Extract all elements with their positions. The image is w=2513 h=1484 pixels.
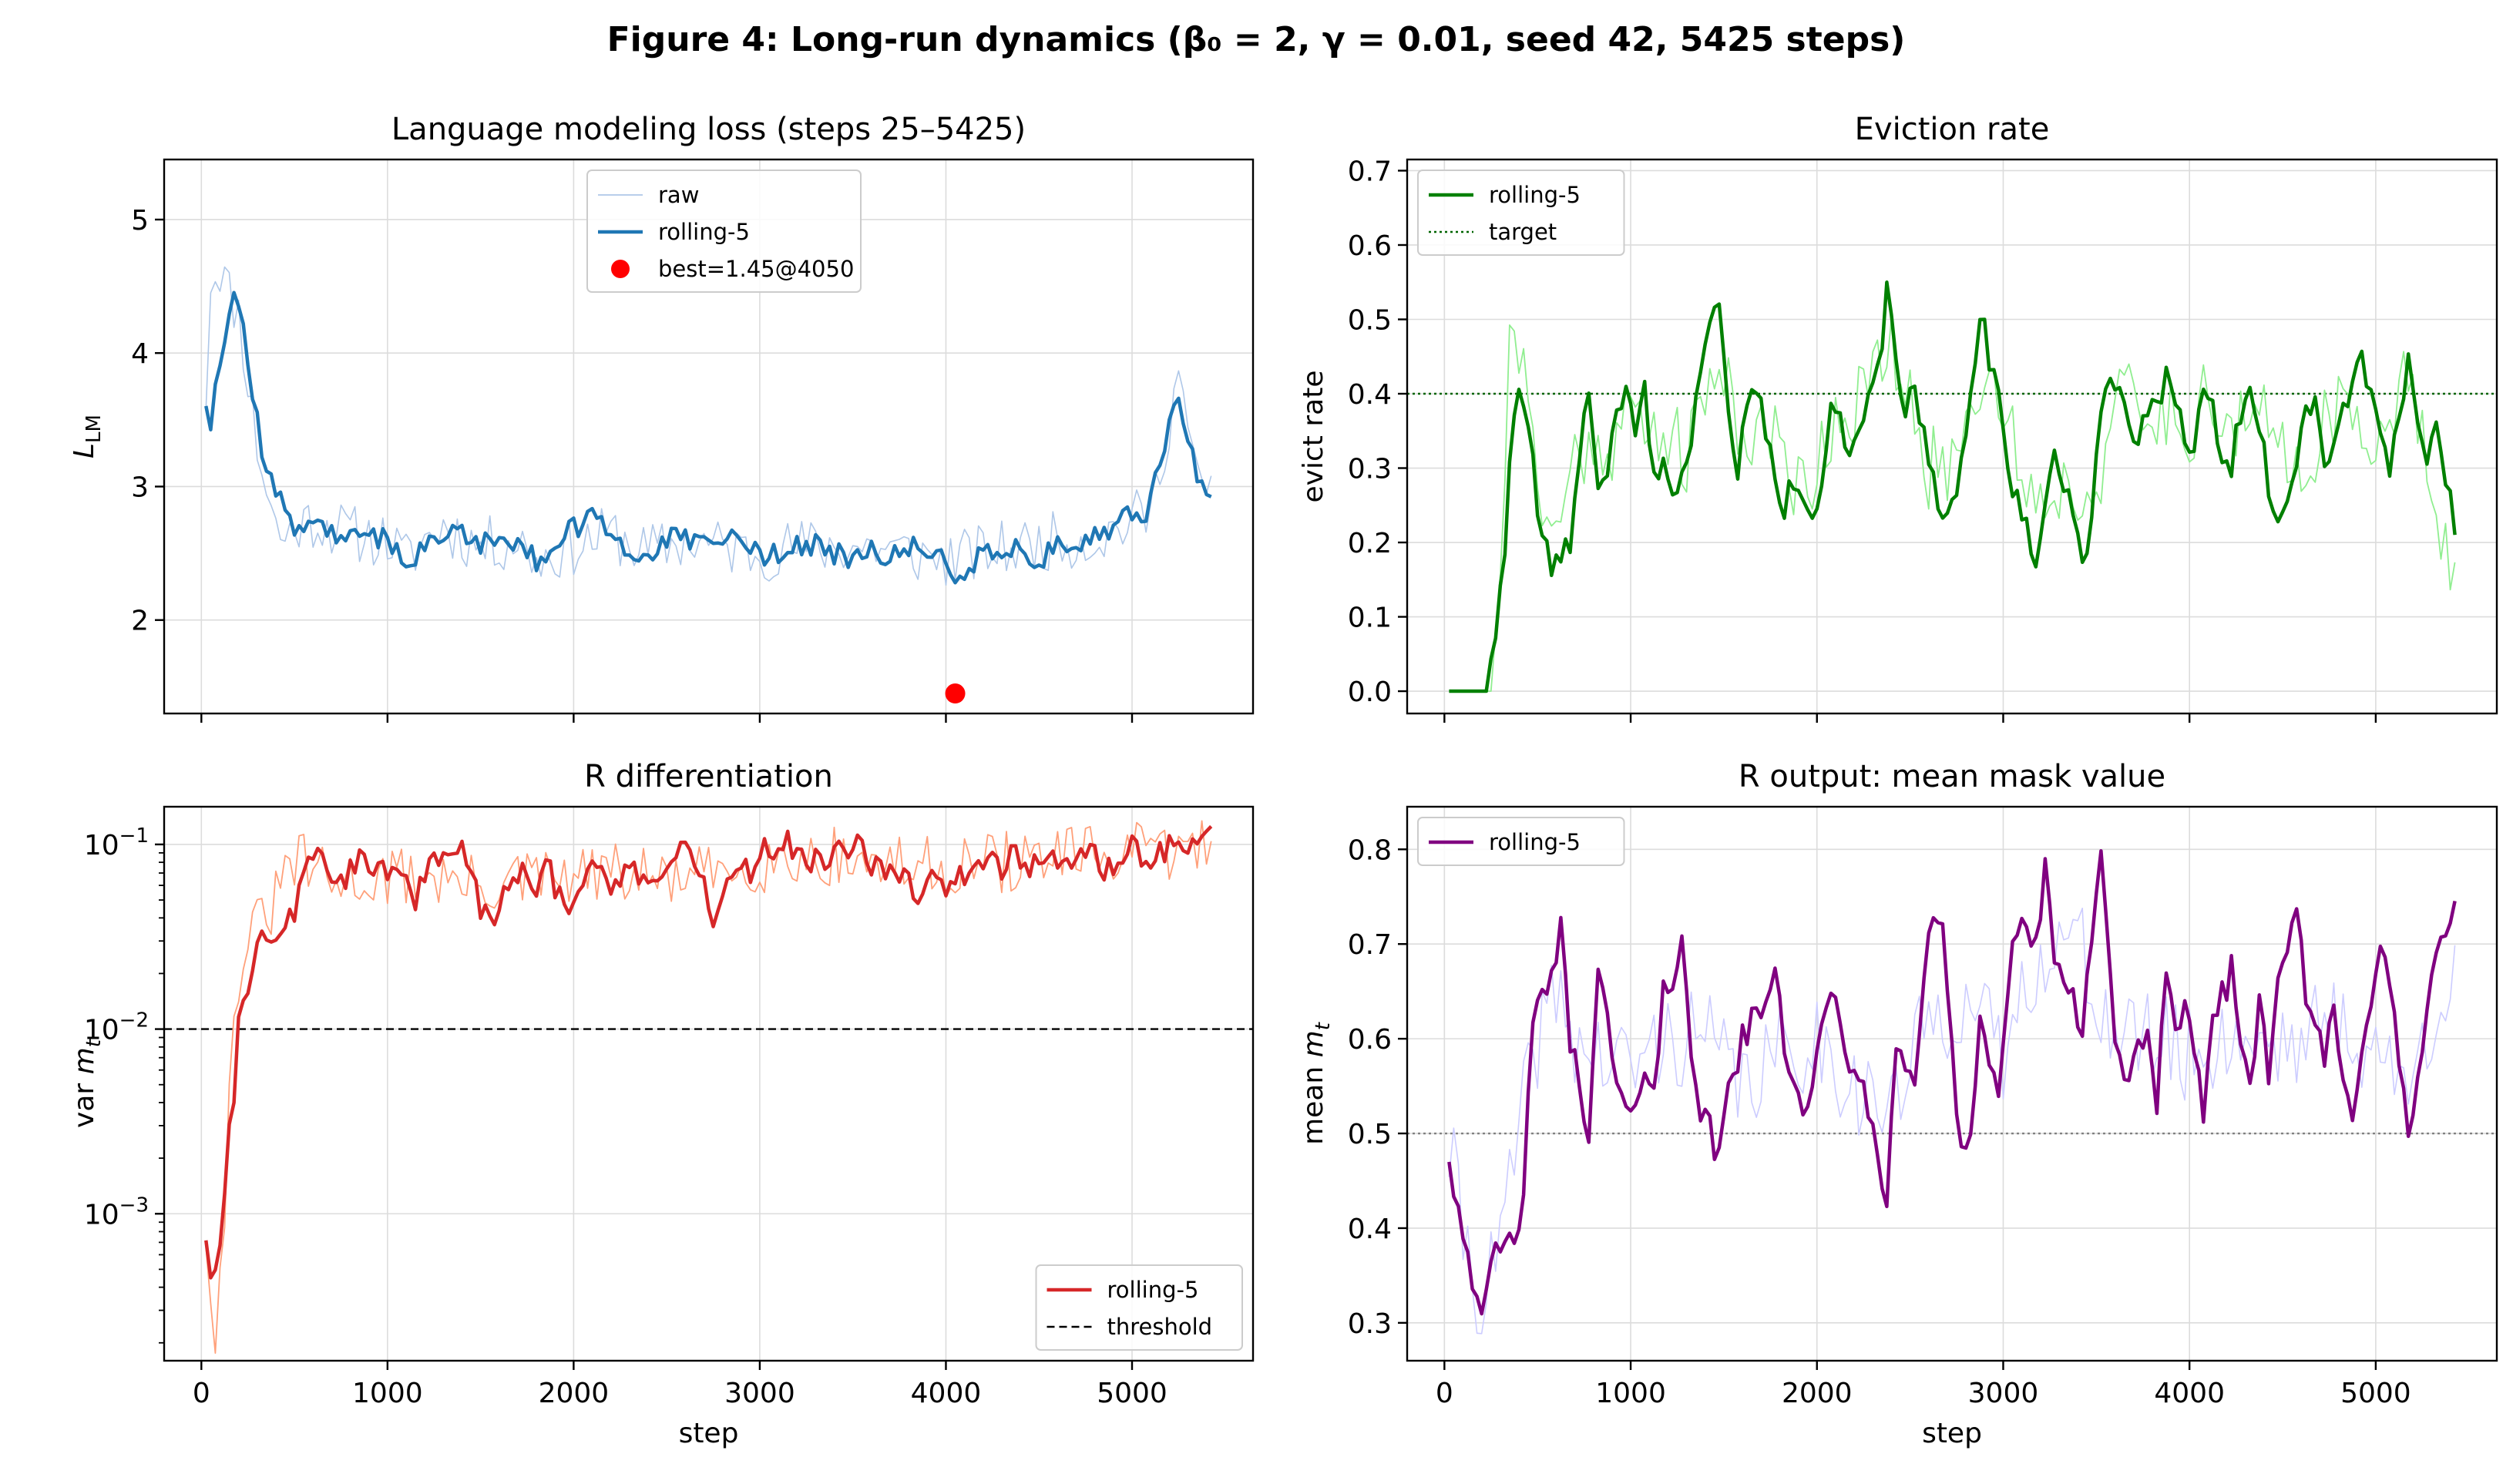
legend: rolling-5 threshold <box>1035 1264 1243 1351</box>
legend: rolling-5 target <box>1417 170 1625 256</box>
y-tick-label: 0.4 <box>1348 1214 1392 1245</box>
y-axis-label: evict rate <box>1298 371 1329 503</box>
y-tick-label: 10−3 <box>84 1194 149 1231</box>
legend-box <box>1035 1264 1243 1351</box>
y-tick-label: 4 <box>131 338 149 370</box>
series-group <box>204 266 1212 586</box>
legend-label: rolling-5 <box>658 219 750 245</box>
legend-box <box>586 170 862 293</box>
x-tick-label: 2000 <box>1782 1378 1853 1409</box>
y-tick-label: 0.5 <box>1348 1119 1392 1150</box>
x-tick-label: 5000 <box>1097 1378 1167 1409</box>
series-group <box>1449 280 2457 693</box>
panel-title: Language modeling loss (steps 25–5425) <box>391 112 1026 147</box>
y-axis-label: var mt <box>69 1039 106 1128</box>
y-tick-label: 3 <box>131 472 149 503</box>
x-tick-label: 3000 <box>724 1378 795 1409</box>
y-tick-label: 0.4 <box>1348 379 1392 411</box>
loss-panel: 2 3 4 5 Language modeling loss (steps 25–542… <box>69 112 1255 723</box>
axes-frame <box>1406 805 2498 1362</box>
x-tick-label: 1000 <box>352 1378 423 1409</box>
r-differentiation-panel: 0 1000 2000 3000 4000 5000 10−3 10−2 10−1 R diffe… <box>69 759 1255 1449</box>
x-tick-label: 5000 <box>2340 1378 2411 1409</box>
legend-label: best=1.45@4050 <box>658 256 854 282</box>
y-axis-label: mean mt <box>1298 1022 1335 1145</box>
legend-label: threshold <box>1107 1314 1213 1340</box>
x-tick-label: 1000 <box>1595 1378 1666 1409</box>
axes-frame <box>163 805 1255 1362</box>
y-tick-label: 2 <box>131 606 149 637</box>
figure-title: Figure 4: Long-run dynamics (β₀ = 2, γ =… <box>607 20 1906 59</box>
y-axis-label: LLM <box>69 415 106 458</box>
y-tick-label: 5 <box>131 205 149 237</box>
x-tick-label: 4000 <box>2154 1378 2225 1409</box>
y-tick-label: 0.6 <box>1348 230 1392 262</box>
series-line-rolling-5 <box>1449 280 2457 693</box>
legend-marker <box>611 260 630 278</box>
panel-title: R differentiation <box>584 759 833 794</box>
x-tick-label: 0 <box>193 1378 210 1409</box>
series-line-raw <box>205 820 1212 1354</box>
series-line-raw <box>205 266 1212 586</box>
legend-label: raw <box>658 182 699 208</box>
series-line-raw <box>1449 317 2456 692</box>
y-tick-label: 0.3 <box>1348 1308 1392 1340</box>
mean-mask-panel: 0 1000 2000 3000 4000 5000 0.3 0.4 0.5 0.6 0.7 0.8 R… <box>1298 759 2498 1449</box>
legend-box <box>1417 817 1625 866</box>
y-tick-label: 0.5 <box>1348 304 1392 336</box>
legend-label: target <box>1489 219 1557 245</box>
y-tick-label: 0.3 <box>1348 454 1392 485</box>
x-tick-label: 3000 <box>1968 1378 2039 1409</box>
legend-label: rolling-5 <box>1489 829 1581 855</box>
x-tick-label: 4000 <box>911 1378 982 1409</box>
legend: raw rolling-5 best=1.45@4050 <box>586 170 862 293</box>
x-axis-label: step <box>679 1418 739 1449</box>
best-point-marker <box>945 683 966 704</box>
y-tick-label: 0.7 <box>1348 929 1392 961</box>
panel-title: Eviction rate <box>1855 112 2050 147</box>
eviction-rate-panel: 0.0 0.1 0.2 0.3 0.4 0.5 0.6 0.7 Eviction rate evi… <box>1298 112 2498 723</box>
y-tick-label: 0.1 <box>1348 603 1392 634</box>
axes-frame <box>1406 158 2498 715</box>
y-tick-label: 0.7 <box>1348 156 1392 187</box>
series-group <box>1447 849 2457 1335</box>
y-tick-label: 0.2 <box>1348 528 1392 559</box>
y-tick-label: 10−2 <box>84 1009 149 1046</box>
x-tick-label: 0 <box>1436 1378 1453 1409</box>
legend: rolling-5 <box>1417 817 1625 866</box>
x-tick-label: 2000 <box>539 1378 610 1409</box>
axes-frame <box>163 158 1255 715</box>
x-axis-label: step <box>1922 1418 1982 1449</box>
y-tick-label: 0.0 <box>1348 677 1392 708</box>
y-tick-label: 0.8 <box>1348 834 1392 866</box>
y-tick-label: 10−1 <box>84 824 149 861</box>
series-line-rolling-5 <box>204 290 1212 585</box>
grid <box>1407 807 2497 1361</box>
y-tick-label: 0.6 <box>1348 1024 1392 1056</box>
legend-label: rolling-5 <box>1107 1277 1199 1303</box>
grid <box>164 159 1253 713</box>
series-group <box>204 820 1213 1354</box>
legend-label: rolling-5 <box>1489 182 1581 208</box>
panel-title: R output: mean mask value <box>1739 759 2165 794</box>
series-line-rolling-5 <box>204 824 1213 1280</box>
legend-box <box>1417 170 1625 256</box>
series-line-rolling-5 <box>1447 849 2457 1316</box>
